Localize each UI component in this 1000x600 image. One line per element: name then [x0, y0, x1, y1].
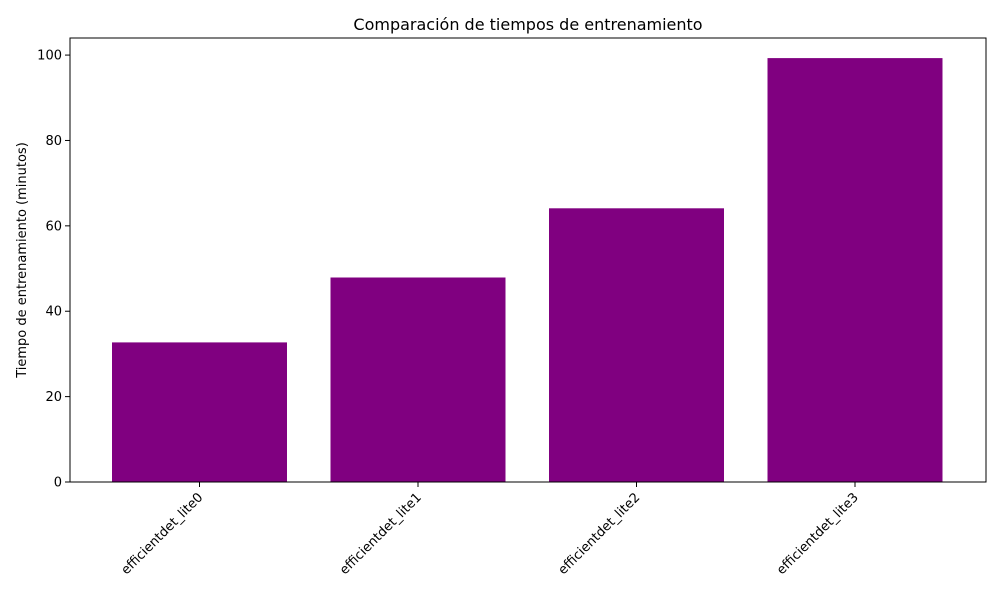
plot-frame — [69, 37, 987, 483]
x-tick-label: efficientdet_lite3 — [774, 490, 862, 578]
x-tick-label: efficientdet_lite2 — [556, 490, 644, 578]
x-axis-ticks: efficientdet_lite0 efficientdet_lite1 effi… — [119, 482, 862, 578]
x-tick-label: efficientdet_lite0 — [119, 490, 207, 578]
bar-efficientdet_lite3 — [767, 58, 943, 482]
y-axis-ticks: 0 20 40 60 80 100 — [37, 49, 70, 491]
y-axis-label: Tiempo de entrenamiento (minutos) — [15, 142, 30, 379]
chart-title: Comparación de tiempos de entrenamiento — [353, 15, 702, 34]
bar-efficientdet_lite2 — [549, 208, 724, 483]
y-tick-label: 60 — [45, 219, 62, 234]
y-tick-label: 0 — [54, 476, 62, 491]
bars-layer — [112, 58, 943, 483]
y-tick-label: 20 — [45, 390, 62, 405]
y-tick-label: 80 — [45, 134, 62, 149]
y-tick-label: 40 — [45, 305, 62, 320]
bar-efficientdet_lite0 — [112, 342, 287, 482]
x-tick-label: efficientdet_lite1 — [337, 490, 425, 578]
bar-efficientdet_lite1 — [330, 277, 506, 482]
y-tick-label: 100 — [37, 49, 62, 64]
